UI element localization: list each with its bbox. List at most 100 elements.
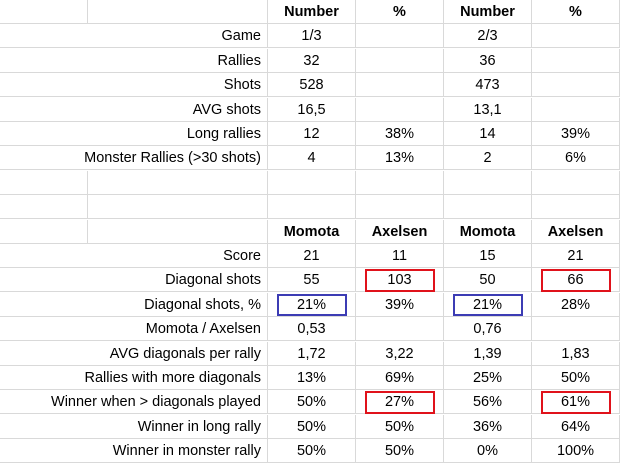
t2-row-1-label[interactable]: Diagonal shots [0, 268, 268, 293]
t1-row-4-value-2[interactable]: 14 [444, 122, 532, 146]
t2-header-3[interactable]: Axelsen [532, 219, 620, 244]
t2-row-4-label[interactable]: AVG diagonals per rally [0, 341, 268, 366]
t1-row-4-value-3[interactable]: 39% [532, 122, 620, 146]
t1-row-2-value-2[interactable]: 473 [444, 73, 532, 98]
t2-row-6-value-2[interactable]: 56% [444, 390, 532, 415]
t2-row-2-value-1[interactable]: 39% [356, 292, 444, 317]
t1-row-0-value-0[interactable]: 1/3 [268, 24, 356, 49]
t2-row-0-value-1[interactable]: 11 [356, 244, 444, 268]
t2-row-6-value-3[interactable]: 61% [532, 390, 620, 415]
t2-row-6-label[interactable]: Winner when > diagonals played [0, 390, 268, 415]
spacer-1-empty-a[interactable] [0, 170, 88, 195]
t1-row-3-value-3[interactable] [532, 97, 620, 122]
spacer-1-empty-3[interactable] [532, 170, 620, 195]
t1-row-5-value-2[interactable]: 2 [444, 146, 532, 171]
t1-row-0-label[interactable]: Game [0, 24, 268, 49]
t1-row-0-value-3[interactable] [532, 24, 620, 49]
spacer-2-empty-b[interactable] [88, 195, 268, 220]
spacer-2-empty-1[interactable] [356, 195, 444, 220]
t2-row-6-value-1[interactable]: 27% [356, 390, 444, 415]
t1-row-1-label[interactable]: Rallies [0, 48, 268, 73]
t1-header-1[interactable]: % [356, 0, 444, 24]
t2-blank-a[interactable] [0, 219, 88, 244]
t1-row-4-value-0[interactable]: 12 [268, 122, 356, 146]
t1-blank-a[interactable] [0, 0, 88, 24]
t1-row-3-value-1[interactable] [356, 97, 444, 122]
t2-row-0-value-0[interactable]: 21 [268, 244, 356, 268]
t2-row-4-value-0[interactable]: 1,72 [268, 341, 356, 366]
t2-row-1-value-2[interactable]: 50 [444, 268, 532, 293]
t1-row-4-value-1[interactable]: 38% [356, 122, 444, 146]
spacer-2-empty-0[interactable] [268, 195, 356, 220]
t2-row-5-value-2[interactable]: 25% [444, 366, 532, 390]
spacer-2-empty-3[interactable] [532, 195, 620, 220]
t1-row-2-value-3[interactable] [532, 73, 620, 98]
t2-row-3-label[interactable]: Momota / Axelsen [0, 317, 268, 342]
t2-row-8-value-0[interactable]: 50% [268, 439, 356, 463]
t2-row-8-label[interactable]: Winner in monster rally [0, 439, 268, 463]
spacer-1-empty-b[interactable] [88, 170, 268, 195]
t2-row-0-value-3[interactable]: 21 [532, 244, 620, 268]
t2-row-5-value-3[interactable]: 50% [532, 366, 620, 390]
t2-row-1-value-3[interactable]: 66 [532, 268, 620, 293]
t2-row-4-value-1[interactable]: 3,22 [356, 341, 444, 366]
t2-row-8-value-3[interactable]: 100% [532, 439, 620, 463]
t1-row-2-label[interactable]: Shots [0, 73, 268, 98]
t2-row-5-value-0[interactable]: 13% [268, 366, 356, 390]
t2-row-2-label[interactable]: Diagonal shots, % [0, 292, 268, 317]
t1-row-3-value-0[interactable]: 16,5 [268, 97, 356, 122]
t2-row-8-value-1[interactable]: 50% [356, 439, 444, 463]
t1-header-0[interactable]: Number [268, 0, 356, 24]
t2-row-8-value-2[interactable]: 0% [444, 439, 532, 463]
t2-row-5-value-1[interactable]: 69% [356, 366, 444, 390]
t1-row-5-value-3[interactable]: 6% [532, 146, 620, 171]
t2-row-3-value-2[interactable]: 0,76 [444, 317, 532, 342]
t2-row-3-value-1[interactable] [356, 317, 444, 342]
t1-header-3[interactable]: % [532, 0, 620, 24]
t2-header-2[interactable]: Momota [444, 219, 532, 244]
t1-row-0-value-1[interactable] [356, 24, 444, 49]
t1-row-5-label[interactable]: Monster Rallies (>30 shots) [0, 146, 268, 171]
t2-row-6-value-0[interactable]: 50% [268, 390, 356, 415]
spacer-1-empty-0[interactable] [268, 170, 356, 195]
t2-row-7-value-1[interactable]: 50% [356, 414, 444, 439]
t2-row-2-value-3[interactable]: 28% [532, 292, 620, 317]
t1-row-4-label[interactable]: Long rallies [0, 122, 268, 146]
t2-row-0-value-2[interactable]: 15 [444, 244, 532, 268]
t1-row-5-value-1[interactable]: 13% [356, 146, 444, 171]
t2-row-2-value-2[interactable]: 21% [444, 292, 532, 317]
t2-row-4-value-2[interactable]: 1,39 [444, 341, 532, 366]
t1-row-1-value-0[interactable]: 32 [268, 48, 356, 73]
t1-row-3-label[interactable]: AVG shots [0, 97, 268, 122]
t1-header-2[interactable]: Number [444, 0, 532, 24]
t1-row-1-value-3[interactable] [532, 48, 620, 73]
t2-row-4-value-3[interactable]: 1,83 [532, 341, 620, 366]
t1-row-1-value-1[interactable] [356, 48, 444, 73]
t1-row-1-value-2[interactable]: 36 [444, 48, 532, 73]
t2-row-3-value-3[interactable] [532, 317, 620, 342]
t1-row-5-value-0[interactable]: 4 [268, 146, 356, 171]
t1-row-0-value-2[interactable]: 2/3 [444, 24, 532, 49]
t2-header-0[interactable]: Momota [268, 219, 356, 244]
spacer-1-empty-1[interactable] [356, 170, 444, 195]
t2-row-1-value-0[interactable]: 55 [268, 268, 356, 293]
t2-row-2-value-0[interactable]: 21% [268, 292, 356, 317]
t1-row-2-value-1[interactable] [356, 73, 444, 98]
spacer-2-empty-2[interactable] [444, 195, 532, 220]
t2-row-7-value-3[interactable]: 64% [532, 414, 620, 439]
t2-row-5-label[interactable]: Rallies with more diagonals [0, 366, 268, 390]
t1-row-2-value-0[interactable]: 528 [268, 73, 356, 98]
t2-row-3-value-0[interactable]: 0,53 [268, 317, 356, 342]
t1-blank-b[interactable] [88, 0, 268, 24]
t2-row-1-value-1[interactable]: 103 [356, 268, 444, 293]
t2-row-0-label[interactable]: Score [0, 244, 268, 268]
t2-row-7-value-0[interactable]: 50% [268, 414, 356, 439]
t2-row-7-value-2[interactable]: 36% [444, 414, 532, 439]
spacer-1-empty-2[interactable] [444, 170, 532, 195]
t2-blank-b[interactable] [88, 219, 268, 244]
t2-header-1[interactable]: Axelsen [356, 219, 444, 244]
t2-row-7-label[interactable]: Winner in long rally [0, 414, 268, 439]
spacer-2-empty-a[interactable] [0, 195, 88, 220]
t1-row-3-value-2[interactable]: 13,1 [444, 97, 532, 122]
